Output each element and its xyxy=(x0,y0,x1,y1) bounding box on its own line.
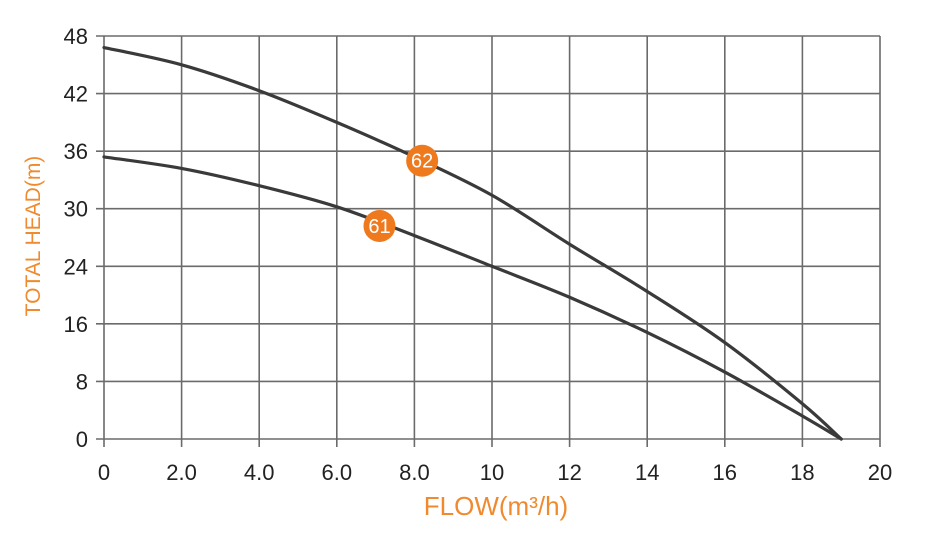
y-tick-label: 30 xyxy=(64,197,88,222)
y-axis-title: TOTAL HEAD(m) xyxy=(22,156,45,317)
y-tick-label: 42 xyxy=(64,82,88,107)
y-tick-label: 36 xyxy=(64,139,88,164)
y-tick-label: 24 xyxy=(64,254,88,279)
x-axis-title: FLOW(m³/h) xyxy=(424,491,568,521)
x-tick-label: 20 xyxy=(868,460,892,485)
x-tick-label: 4.0 xyxy=(244,460,275,485)
x-tick-label: 10 xyxy=(480,460,504,485)
y-tick-label: 48 xyxy=(64,24,88,49)
curves xyxy=(102,45,843,441)
x-tick-label: 0 xyxy=(98,460,110,485)
y-axis-ticks: 0 8 16 24 30 36 42 48 xyxy=(64,24,88,452)
x-tick-label: 18 xyxy=(790,460,814,485)
curve-marker-label: 61 xyxy=(368,216,390,238)
curve-61 xyxy=(102,155,843,441)
x-tick-label: 14 xyxy=(635,460,659,485)
x-axis-ticks: 0 2.0 4.0 6.0 8.0 10 12 14 16 18 20 xyxy=(98,460,892,485)
y-tick-label: 16 xyxy=(64,312,88,337)
y-tick-label: 8 xyxy=(76,369,88,394)
curve-marker-62 xyxy=(406,144,439,177)
y-tick-label: 0 xyxy=(76,427,88,452)
grid xyxy=(96,35,881,447)
curve-marker-61 xyxy=(363,209,396,242)
markers: 62 61 xyxy=(363,144,439,242)
x-tick-label: 16 xyxy=(713,460,737,485)
curve-62 xyxy=(102,45,843,441)
curve-marker-label: 62 xyxy=(411,151,433,173)
x-tick-label: 8.0 xyxy=(399,460,430,485)
x-tick-label: 2.0 xyxy=(166,460,197,485)
x-tick-label: 6.0 xyxy=(322,460,353,485)
x-tick-label: 12 xyxy=(557,460,581,485)
